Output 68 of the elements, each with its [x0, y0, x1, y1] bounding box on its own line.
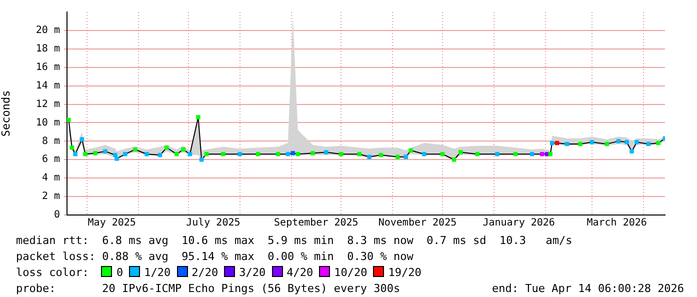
point	[113, 152, 118, 158]
point	[164, 146, 169, 150]
point	[578, 142, 582, 146]
point	[83, 152, 88, 156]
text: packet loss: 0.88 % avg 95.14 % max 0.00 % min 0.30 % now	[16, 249, 414, 265]
point	[475, 152, 480, 156]
legend-label: 3/20	[239, 266, 266, 279]
point	[408, 148, 413, 153]
point	[395, 154, 400, 159]
legend-label: 1/20	[144, 266, 171, 279]
y-tick-label: 2 m	[42, 191, 60, 202]
text: end: Tue Apr 14 06:00:28 2026	[492, 281, 684, 297]
point	[181, 147, 186, 152]
point	[199, 158, 204, 162]
point	[624, 140, 629, 144]
y-tick-label: 4 m	[42, 172, 60, 184]
y-tick-label: 6 m	[42, 154, 60, 166]
point	[458, 150, 463, 154]
point	[367, 154, 372, 159]
point	[604, 142, 609, 146]
y-tick-label: 12 m	[36, 98, 60, 110]
point	[93, 151, 98, 156]
point	[67, 118, 71, 122]
point	[324, 150, 328, 154]
legend-label: 2/20	[192, 266, 218, 279]
x-tick-label: September 2025	[274, 218, 358, 229]
y-tick-label: 20 m	[36, 25, 60, 36]
point	[616, 139, 621, 144]
point	[310, 151, 315, 156]
point	[452, 158, 456, 162]
y-tick-label: 14 m	[36, 80, 60, 92]
point	[174, 152, 179, 156]
point	[404, 154, 408, 159]
x-tick-label: July 2025	[186, 218, 240, 229]
point	[70, 146, 74, 150]
y-tick-label: 18 m	[36, 44, 60, 55]
text: probe: 20 IPv6-ICMP Echo Pings (56 Bytes) every 300s	[16, 282, 400, 295]
x-tick-label: March 2026	[586, 218, 647, 229]
y-tick-label: 16 m	[36, 62, 60, 73]
x-tick-label: November 2025	[378, 218, 457, 229]
point	[73, 152, 78, 156]
y-tick-label: 10 m	[36, 117, 60, 128]
point	[495, 152, 500, 156]
x-tick-label: January 2026	[482, 218, 555, 229]
point	[290, 151, 296, 156]
x-tick-label: May 2025	[88, 218, 136, 229]
y-axis-title: Seconds	[0, 90, 12, 137]
text: median rtt: 6.8 ms avg 10.6 ms max 5.9 ms min 8.3 ms now 0.7 ms sd 10.3 am/s	[16, 233, 572, 249]
point	[123, 152, 128, 156]
legend-label: 4/20	[286, 266, 314, 279]
point	[144, 152, 149, 156]
legend-title: loss color:	[16, 266, 90, 279]
point	[634, 140, 639, 144]
y-tick-label: 8 m	[42, 136, 60, 147]
point	[357, 152, 362, 156]
legend-label: 0	[116, 266, 124, 279]
point	[80, 137, 84, 142]
point	[238, 152, 242, 156]
y-tick-label: 0	[54, 210, 60, 221]
point	[630, 149, 634, 154]
point	[422, 152, 426, 156]
legend-label: 10/20	[334, 266, 368, 279]
point	[114, 156, 119, 161]
point	[221, 152, 226, 156]
point	[103, 149, 108, 154]
point	[196, 115, 200, 120]
point	[656, 140, 660, 146]
legend-label: 19/20	[388, 266, 422, 279]
